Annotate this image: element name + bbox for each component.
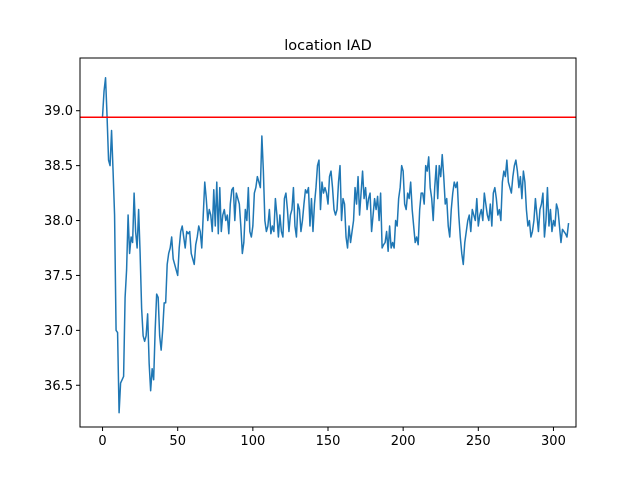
chart-title: location IAD bbox=[284, 38, 372, 54]
x-tick-label: 300 bbox=[541, 434, 566, 449]
x-tick-label: 200 bbox=[391, 434, 416, 449]
series-line-0 bbox=[101, 77, 570, 414]
x-tick-label: 250 bbox=[466, 434, 491, 449]
y-tick-label: 39.0 bbox=[44, 104, 73, 119]
x-tick-label: 100 bbox=[240, 434, 265, 449]
x-tick-label: 150 bbox=[316, 434, 341, 449]
x-tick-label: 0 bbox=[98, 434, 106, 449]
x-tick-label: 50 bbox=[169, 434, 186, 449]
y-tick-label: 38.5 bbox=[44, 159, 73, 174]
y-tick-label: 38.0 bbox=[44, 214, 73, 229]
y-tick-label: 37.0 bbox=[44, 324, 73, 339]
y-tick-label: 36.5 bbox=[44, 379, 73, 394]
y-tick-label: 37.5 bbox=[44, 269, 73, 284]
